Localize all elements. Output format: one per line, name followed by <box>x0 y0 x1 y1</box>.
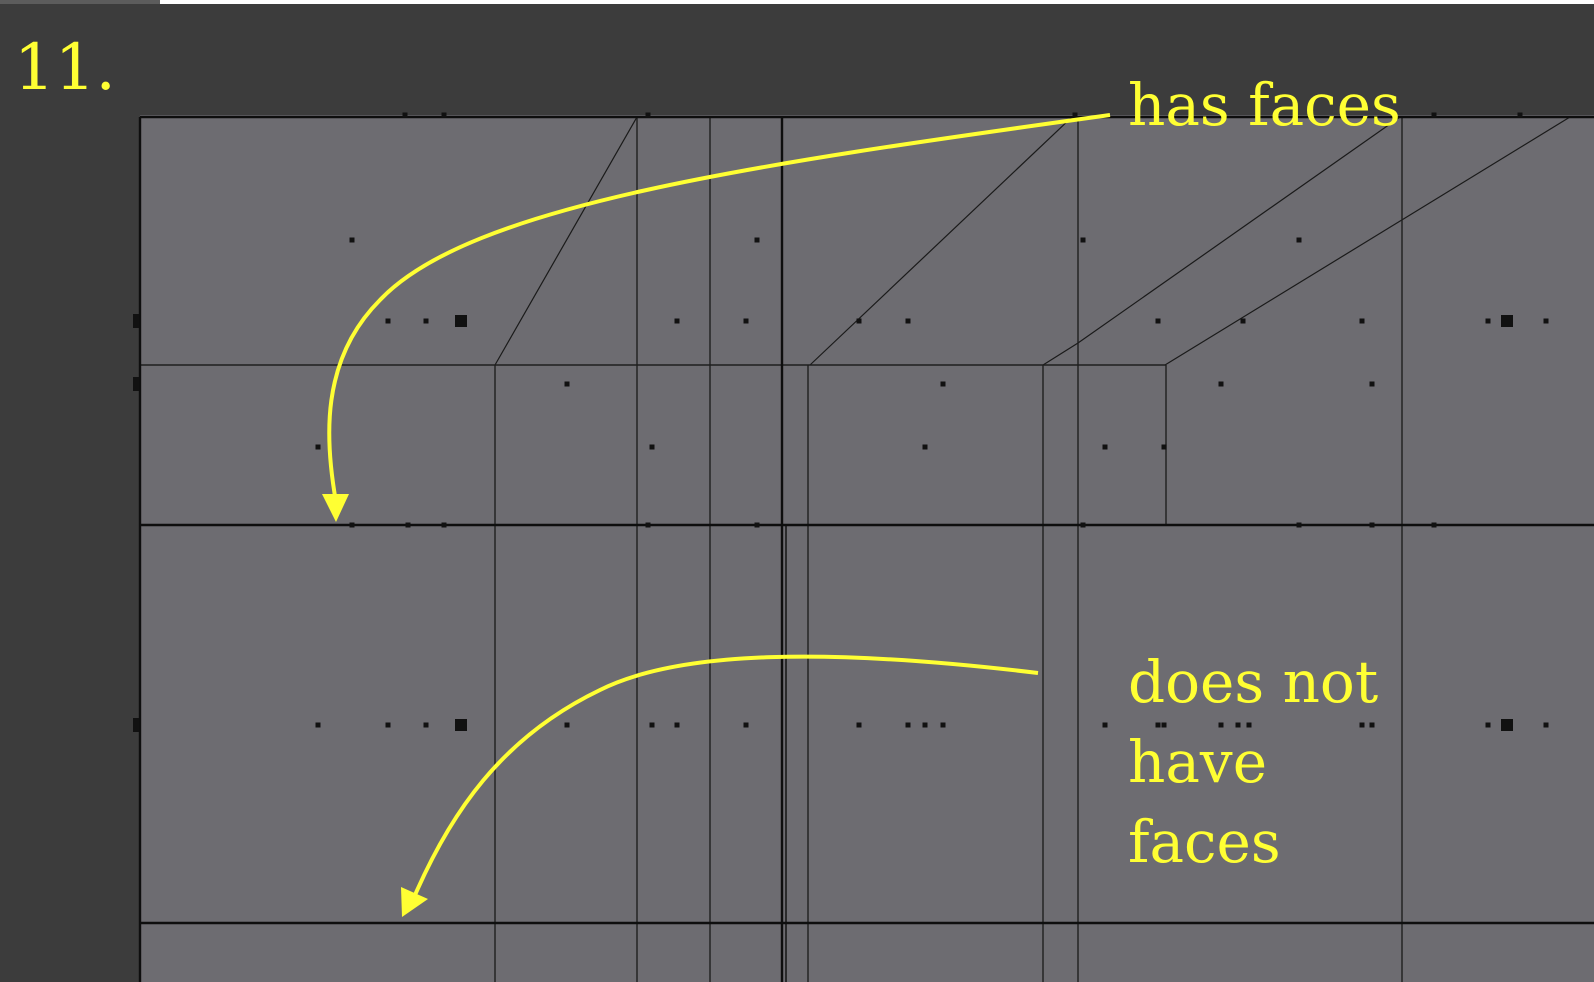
vertex-dot-icon <box>385 722 391 728</box>
vertex-dot-icon <box>402 112 408 118</box>
vertex-dot-icon <box>754 237 760 243</box>
vertex-dot-icon <box>133 314 139 328</box>
vertex-dot-icon <box>1080 237 1086 243</box>
vertex-dot-icon <box>856 318 862 324</box>
vertex-dot-icon <box>1543 318 1549 324</box>
mesh-surface[interactable] <box>140 115 1594 982</box>
vertex-dot-icon <box>905 318 911 324</box>
vertex-dot-icon <box>940 381 946 387</box>
step-number: 11. <box>14 31 116 105</box>
vertex-dot-icon <box>1485 722 1491 728</box>
vertex-dot-icon <box>133 718 139 732</box>
vertex-dot-icon <box>1501 315 1513 327</box>
vertex-dot-icon <box>1431 112 1437 118</box>
mesh-thin-edges <box>140 117 1403 982</box>
vertex-dot-icon <box>674 722 680 728</box>
vertex-dot-icon <box>441 112 447 118</box>
vertex-dot-icon <box>674 318 680 324</box>
vertex-dot-icon <box>922 444 928 450</box>
annotation-does-not-have-faces: does not have faces <box>1128 648 1379 876</box>
vertex-dot-icon <box>1102 444 1108 450</box>
vertex-dot-icon <box>349 522 355 528</box>
vertex-dot-icon <box>1155 722 1161 728</box>
vertex-dot-icon <box>754 522 760 528</box>
vertex-dot-icon <box>1369 722 1375 728</box>
vertex-dot-icon <box>649 722 655 728</box>
vertex-dot-icon <box>1543 722 1549 728</box>
vertex-dot-icon <box>1369 522 1375 528</box>
vertex-dot-icon <box>940 722 946 728</box>
vertex-dot-icon <box>1161 444 1167 450</box>
vertex-dot-icon <box>423 318 429 324</box>
arrowhead-icon <box>401 887 428 917</box>
vertex-dot-icon <box>1359 722 1365 728</box>
vertex-dot-icon <box>315 722 321 728</box>
vertex-dot-icon <box>743 318 749 324</box>
vertex-dot-icon <box>1246 722 1252 728</box>
arrowhead-icon <box>322 494 349 522</box>
vertex-dot-icon <box>385 318 391 324</box>
vertex-dot-icon <box>1485 318 1491 324</box>
vertex-dot-icon <box>1431 522 1437 528</box>
arrow-no-faces <box>401 654 1039 917</box>
vertex-dot-icon <box>1517 112 1523 118</box>
vertex-dot-icon <box>405 522 411 528</box>
vertex-dot-icon <box>1102 722 1108 728</box>
vertex-dot-icon <box>455 315 467 327</box>
vertex-dot-icon <box>1359 318 1365 324</box>
mesh-thick-edges <box>138 115 1594 982</box>
vertex-dot-icon <box>1080 522 1086 528</box>
vertex-dot-icon <box>133 377 139 391</box>
vertex-dot-icon <box>1072 112 1078 118</box>
vertex-dot-icon <box>315 444 321 450</box>
vertex-dot-icon <box>455 719 467 731</box>
vertex-dot-icon <box>1155 318 1161 324</box>
vertex-dot-icon <box>349 237 355 243</box>
vertex-dot-icon <box>564 722 570 728</box>
vertex-dot-icon <box>1218 722 1224 728</box>
vertex-dot-icon <box>1218 381 1224 387</box>
vertex-dot-icon <box>1501 719 1513 731</box>
vertex-dot-icon <box>645 112 651 118</box>
vertex-dot-icon <box>1240 318 1246 324</box>
curved-arrow-icon <box>327 113 1111 503</box>
curved-arrow-icon <box>413 654 1039 896</box>
vertex-dot-icon <box>922 722 928 728</box>
vertex-dot-icon <box>1161 722 1167 728</box>
vertex-dot-icon <box>645 522 651 528</box>
vertex-dot-icon <box>1369 381 1375 387</box>
annotation-has-faces: has faces <box>1128 71 1401 139</box>
vertex-dot-icon <box>1296 522 1302 528</box>
vertices <box>133 112 1549 732</box>
vertex-dot-icon <box>423 722 429 728</box>
header-tab-stub <box>0 0 160 4</box>
arrow-has-faces <box>322 113 1111 522</box>
vertex-dot-icon <box>1296 237 1302 243</box>
vertex-dot-icon <box>905 722 911 728</box>
viewport-top-border <box>0 0 1594 4</box>
vertex-dot-icon <box>564 381 570 387</box>
vertex-dot-icon <box>1235 722 1241 728</box>
vertex-dot-icon <box>856 722 862 728</box>
vertex-dot-icon <box>743 722 749 728</box>
vertex-dot-icon <box>441 522 447 528</box>
vertex-dot-icon <box>649 444 655 450</box>
